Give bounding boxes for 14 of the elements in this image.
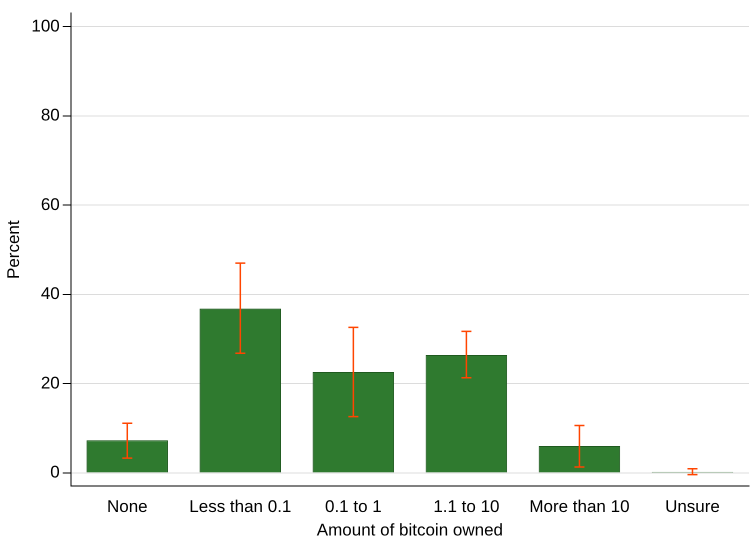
y-axis-title: Percent xyxy=(4,220,23,279)
x-tick-label: None xyxy=(106,497,148,516)
x-tick-label: 1.1 to 10 xyxy=(433,497,500,516)
y-tick-label: 60 xyxy=(40,194,60,214)
y-tick-label: 100 xyxy=(31,16,60,36)
x-tick-label: Unsure xyxy=(665,497,720,516)
y-tick-label: 40 xyxy=(40,284,60,304)
x-tick-label: More than 10 xyxy=(529,497,630,516)
x-axis-title: Amount of bitcoin owned xyxy=(316,520,503,540)
y-tick-label: 20 xyxy=(40,373,60,392)
x-tick-label: Less than 0.1 xyxy=(189,497,292,516)
x-tick-label: 0.1 to 1 xyxy=(325,497,382,516)
y-tick-label: 80 xyxy=(40,106,60,125)
y-tick-label: 0 xyxy=(50,462,60,482)
